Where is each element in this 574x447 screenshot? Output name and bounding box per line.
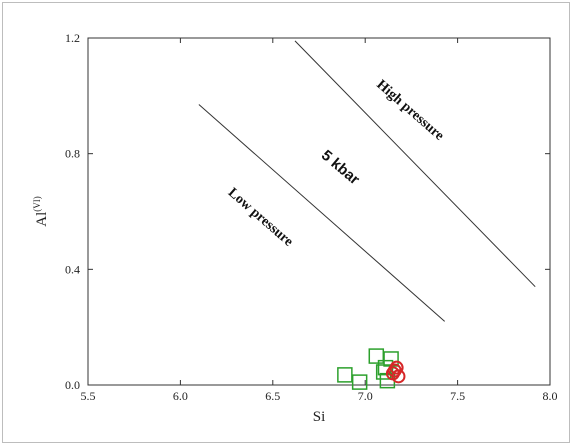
x-tick-label: 8.0 <box>543 389 558 403</box>
y-tick-label: 0.0 <box>65 378 80 392</box>
annotation-high-pressure: High pressure <box>373 77 446 143</box>
y-axis-label-main: Al <box>34 212 50 227</box>
data-point-square <box>337 367 353 383</box>
x-tick-label: 7.0 <box>358 389 373 403</box>
pressure-boundary-line <box>198 104 445 322</box>
data-point-square <box>368 348 385 364</box>
x-tick-label: 7.5 <box>450 389 465 403</box>
data-point-circle <box>387 363 402 378</box>
y-tick-label: 1.2 <box>65 31 80 45</box>
chart-frame <box>2 2 570 443</box>
x-axis-label: Si <box>313 409 326 425</box>
y-tick-label: 0.4 <box>65 262 80 276</box>
pressure-boundary-line <box>294 40 536 288</box>
data-point-square <box>351 374 368 390</box>
y-axis-label-group: Al(VI) <box>32 196 50 227</box>
x-tick-label: 6.5 <box>265 389 280 403</box>
y-axis-label: Al(VI) <box>32 196 50 227</box>
annotation-5-kbar: 5 kbar <box>318 147 363 189</box>
x-tick-label: 5.5 <box>81 389 96 403</box>
x-tick-label: 6.0 <box>173 389 188 403</box>
y-tick-label: 0.8 <box>65 147 80 161</box>
y-axis-label-superscript: (VI) <box>32 196 42 212</box>
plot-area <box>87 37 551 386</box>
annotation-low-pressure: Low pressure <box>225 185 296 249</box>
